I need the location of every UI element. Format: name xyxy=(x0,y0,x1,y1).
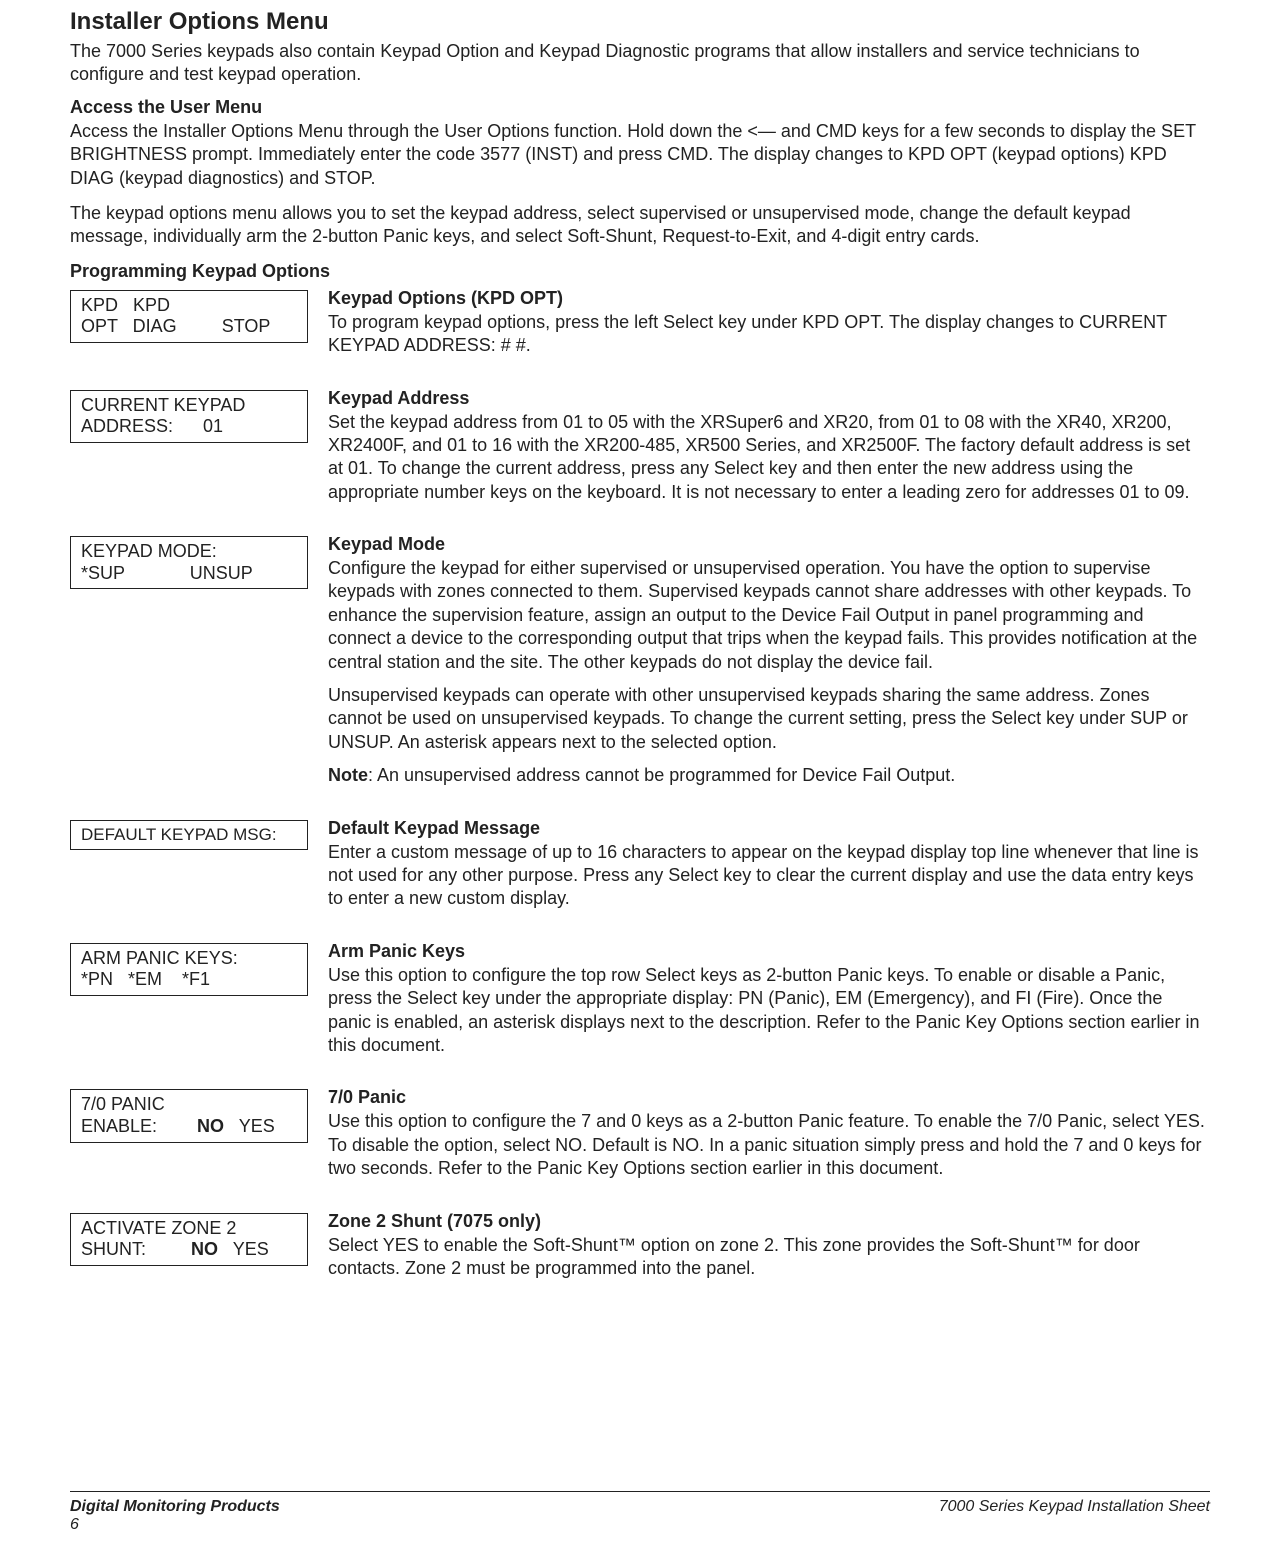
option-content-kpd-opt: Keypad Options (KPD OPT) To program keyp… xyxy=(328,288,1205,368)
option-content-mode: Keypad Mode Configure the keypad for eit… xyxy=(328,534,1205,798)
display-70-panic-2a: ENABLE: xyxy=(81,1116,197,1136)
option-text-mode-p1: Configure the keypad for either supervis… xyxy=(328,557,1205,674)
menu-allows-paragraph: The keypad options menu allows you to se… xyxy=(70,202,1205,249)
option-text-70-panic: Use this option to configure the 7 and 0… xyxy=(328,1110,1205,1180)
access-heading: Access the User Menu xyxy=(70,97,1205,118)
display-kpd-opt: KPD KPD OPT DIAG STOP xyxy=(70,290,308,343)
note-text: : An unsupervised address cannot be prog… xyxy=(368,765,955,785)
display-zone2: ACTIVATE ZONE 2 SHUNT: NO YES xyxy=(70,1213,308,1266)
option-text-address: Set the keypad address from 01 to 05 wit… xyxy=(328,411,1205,505)
option-text-mode-p2: Unsupervised keypads can operate with ot… xyxy=(328,684,1205,754)
display-70-panic-line1: 7/0 PANIC xyxy=(81,1094,165,1114)
option-title-zone2: Zone 2 Shunt (7075 only) xyxy=(328,1211,1205,1232)
option-row-zone2: ACTIVATE ZONE 2 SHUNT: NO YES Zone 2 Shu… xyxy=(70,1211,1205,1291)
footer-divider xyxy=(70,1491,1210,1492)
option-content-70-panic: 7/0 Panic Use this option to configure t… xyxy=(328,1087,1205,1190)
option-title-address: Keypad Address xyxy=(328,388,1205,409)
option-content-default-msg: Default Keypad Message Enter a custom me… xyxy=(328,818,1205,921)
option-text-default-msg: Enter a custom message of up to 16 chara… xyxy=(328,841,1205,911)
option-title-arm-panic: Arm Panic Keys xyxy=(328,941,1205,962)
display-mode: KEYPAD MODE: *SUP UNSUP xyxy=(70,536,308,589)
option-note-mode: Note: An unsupervised address cannot be … xyxy=(328,764,1205,787)
display-70-panic-no: NO xyxy=(197,1116,224,1136)
display-zone2-line1: ACTIVATE ZONE 2 xyxy=(81,1218,236,1238)
display-default-msg: DEFAULT KEYPAD MSG: xyxy=(70,820,308,850)
access-body: Access the Installer Options Menu throug… xyxy=(70,120,1205,190)
option-content-arm-panic: Arm Panic Keys Use this option to config… xyxy=(328,941,1205,1068)
footer-doc-title: 7000 Series Keypad Installation Sheet xyxy=(939,1498,1210,1534)
option-row-address: CURRENT KEYPAD ADDRESS: 01 Keypad Addres… xyxy=(70,388,1205,515)
display-zone2-yes: YES xyxy=(218,1239,269,1259)
option-row-kpd-opt: KPD KPD OPT DIAG STOP Keypad Options (KP… xyxy=(70,288,1205,368)
option-row-70-panic: 7/0 PANIC ENABLE: NO YES 7/0 Panic Use t… xyxy=(70,1087,1205,1190)
option-content-address: Keypad Address Set the keypad address fr… xyxy=(328,388,1205,515)
option-title-mode: Keypad Mode xyxy=(328,534,1205,555)
option-row-default-msg: DEFAULT KEYPAD MSG: Default Keypad Messa… xyxy=(70,818,1205,921)
option-title-kpd-opt: Keypad Options (KPD OPT) xyxy=(328,288,1205,309)
note-label: Note xyxy=(328,765,368,785)
footer-company: Digital Monitoring Products xyxy=(70,1498,280,1516)
option-content-zone2: Zone 2 Shunt (7075 only) Select YES to e… xyxy=(328,1211,1205,1291)
display-arm-panic: ARM PANIC KEYS: *PN *EM *F1 xyxy=(70,943,308,996)
display-address: CURRENT KEYPAD ADDRESS: 01 xyxy=(70,390,308,443)
programming-heading: Programming Keypad Options xyxy=(70,261,1205,282)
display-70-panic: 7/0 PANIC ENABLE: NO YES xyxy=(70,1089,308,1142)
page-footer: Digital Monitoring Products 6 7000 Serie… xyxy=(70,1498,1210,1534)
option-text-zone2: Select YES to enable the Soft-Shunt™ opt… xyxy=(328,1234,1205,1281)
option-row-mode: KEYPAD MODE: *SUP UNSUP Keypad Mode Conf… xyxy=(70,534,1205,798)
page-title: Installer Options Menu xyxy=(70,8,1205,36)
option-text-arm-panic: Use this option to configure the top row… xyxy=(328,964,1205,1058)
document-page: Installer Options Menu The 7000 Series k… xyxy=(0,0,1275,1544)
display-zone2-2a: SHUNT: xyxy=(81,1239,191,1259)
option-title-70-panic: 7/0 Panic xyxy=(328,1087,1205,1108)
option-title-default-msg: Default Keypad Message xyxy=(328,818,1205,839)
display-zone2-no: NO xyxy=(191,1239,218,1259)
footer-page-number: 6 xyxy=(70,1516,280,1534)
option-text-kpd-opt: To program keypad options, press the lef… xyxy=(328,311,1205,358)
intro-paragraph: The 7000 Series keypads also contain Key… xyxy=(70,40,1205,87)
display-70-panic-yes: YES xyxy=(224,1116,275,1136)
option-row-arm-panic: ARM PANIC KEYS: *PN *EM *F1 Arm Panic Ke… xyxy=(70,941,1205,1068)
footer-left-block: Digital Monitoring Products 6 xyxy=(70,1498,280,1534)
